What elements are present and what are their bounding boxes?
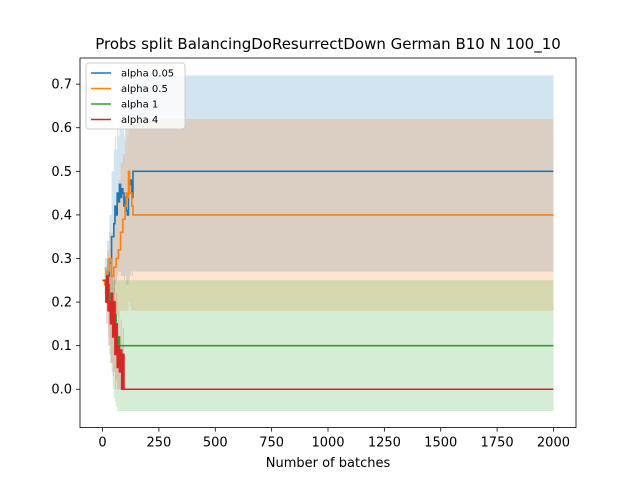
y-tick-label: 0.2 bbox=[51, 296, 72, 311]
chart-title: Probs split BalancingDoResurrectDown Ger… bbox=[95, 35, 561, 54]
y-axis-ticks: 0.0 0.1 0.2 0.3 0.4 0.5 0.6 0.7 bbox=[51, 78, 80, 398]
legend-label: alpha 0.05 bbox=[121, 69, 174, 80]
series-line-alpha-05 bbox=[102, 170, 554, 286]
band-alpha-1 bbox=[102, 258, 554, 412]
x-tick-label: 1750 bbox=[481, 436, 514, 451]
y-tick-label: 0.0 bbox=[51, 383, 72, 398]
x-tick-label: 1000 bbox=[311, 436, 344, 451]
band-alpha-05 bbox=[102, 119, 554, 324]
band-alpha-005 bbox=[102, 75, 554, 320]
series-lines bbox=[102, 170, 554, 391]
confidence-bands bbox=[102, 75, 554, 412]
legend: alpha 0.05 alpha 0.5 alpha 1 alpha 4 bbox=[85, 62, 186, 130]
y-tick-label: 0.6 bbox=[51, 121, 72, 136]
legend-label: alpha 1 bbox=[121, 100, 158, 111]
y-tick-label: 0.3 bbox=[51, 252, 72, 267]
x-tick-label: 250 bbox=[146, 436, 171, 451]
x-tick-label: 2000 bbox=[537, 436, 570, 451]
x-axis-ticks: 0 250 500 750 1000 1250 1500 1750 2000 bbox=[98, 427, 570, 451]
y-tick-label: 0.4 bbox=[51, 208, 72, 223]
x-tick-label: 750 bbox=[259, 436, 284, 451]
plot-area bbox=[102, 75, 554, 412]
x-tick-label: 1500 bbox=[424, 436, 457, 451]
legend-label: alpha 0.5 bbox=[121, 84, 168, 95]
x-tick-label: 0 bbox=[98, 436, 106, 451]
legend-label: alpha 4 bbox=[121, 115, 158, 126]
y-tick-label: 0.1 bbox=[51, 339, 72, 354]
x-tick-label: 500 bbox=[203, 436, 228, 451]
x-tick-label: 1250 bbox=[368, 436, 401, 451]
series-line-alpha-4 bbox=[102, 275, 554, 391]
y-tick-label: 0.5 bbox=[51, 165, 72, 180]
legend-box bbox=[85, 62, 186, 130]
x-axis-label: Number of batches bbox=[266, 456, 391, 471]
y-tick-label: 0.7 bbox=[51, 78, 72, 93]
